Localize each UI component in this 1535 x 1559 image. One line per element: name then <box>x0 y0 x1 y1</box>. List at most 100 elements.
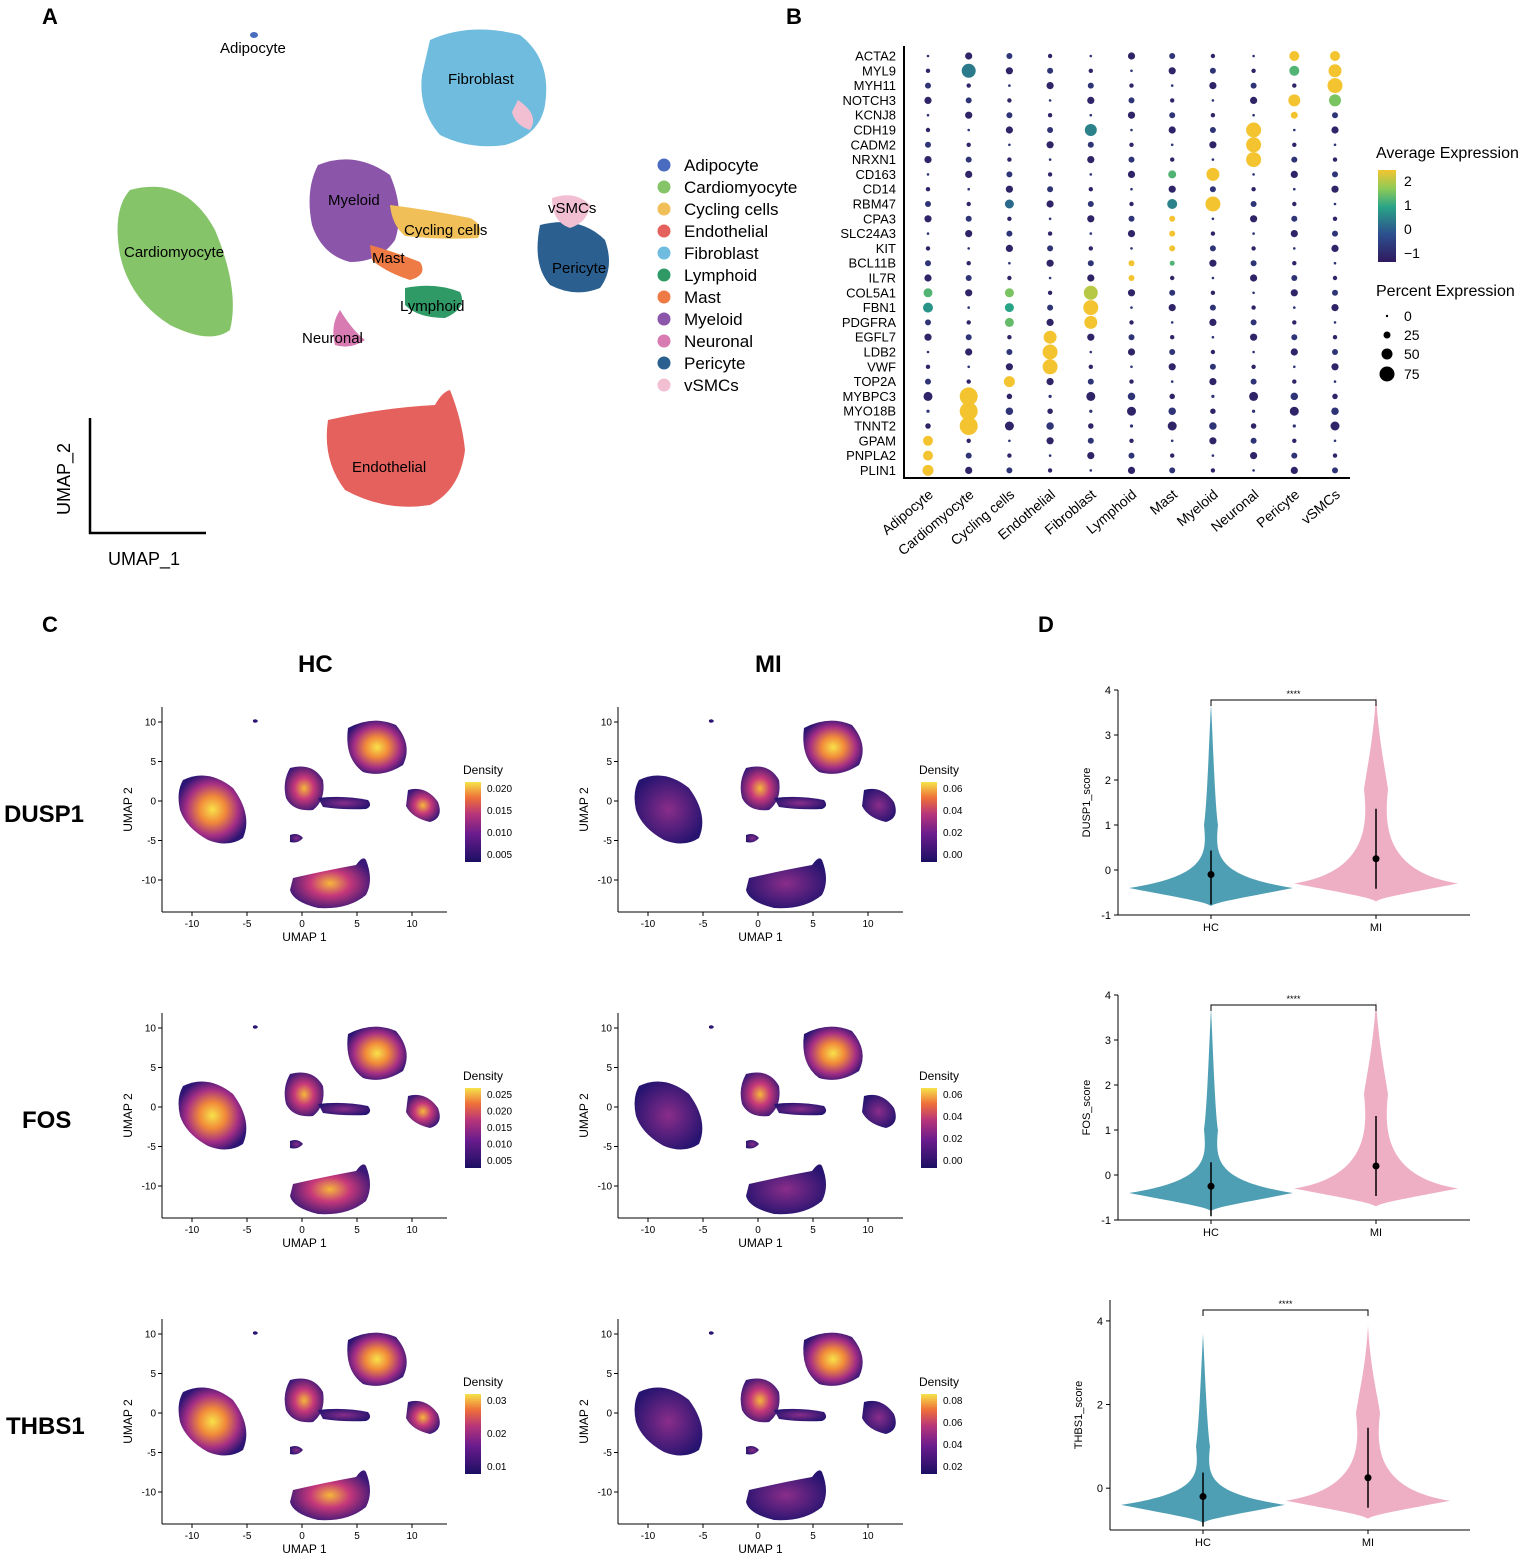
dot-21-10 <box>1331 363 1339 371</box>
density-ytick-label: 10 <box>601 718 613 729</box>
density-cluster-neuro <box>290 1140 303 1149</box>
density-ylabel: UMAP 2 <box>577 1399 591 1444</box>
dot-15-4 <box>1087 274 1095 282</box>
dot-1-9 <box>1289 65 1300 76</box>
density-cluster-cycling <box>318 1102 371 1116</box>
dot-2-10 <box>1327 78 1343 94</box>
dot-24-7 <box>1210 408 1216 414</box>
density-legend-tick: 0.08 <box>943 1396 963 1407</box>
dot-12-2 <box>1006 230 1013 237</box>
dot-24-0 <box>926 409 930 413</box>
density-ytick-label: -10 <box>142 876 157 887</box>
density-ylabel: UMAP 2 <box>121 1093 135 1138</box>
violin-hc <box>1129 703 1293 906</box>
dot-17-10 <box>1331 304 1339 312</box>
density-cluster-adipo <box>709 719 714 723</box>
density-xtick-label: -5 <box>243 1531 252 1542</box>
pct-tick-0: 0 <box>1404 308 1412 324</box>
dot-9-6 <box>1168 185 1176 193</box>
legend-swatch-6 <box>657 290 671 304</box>
dot-11-3 <box>1048 217 1052 221</box>
dot-14-10 <box>1333 261 1337 265</box>
density-cluster-cycling <box>318 796 371 810</box>
significance-label: **** <box>1286 994 1301 1004</box>
dot-9-2 <box>1005 185 1014 193</box>
dot-4-6 <box>1169 112 1176 119</box>
dot-19-3 <box>1043 330 1057 344</box>
dot-0-4 <box>1089 54 1093 58</box>
density-ytick-label: -10 <box>142 1488 157 1499</box>
density-legend-tick: 0.010 <box>487 1140 512 1151</box>
dot-25-8 <box>1250 423 1257 429</box>
dot-9-5 <box>1130 187 1133 191</box>
dot-28-3 <box>1047 468 1053 473</box>
density-cluster-peri <box>862 1094 896 1128</box>
dot-2-4 <box>1087 82 1094 89</box>
density-legend-tick: 0.06 <box>943 784 963 795</box>
dot-5-3 <box>1047 127 1054 133</box>
density-xtick-label: -10 <box>641 1531 656 1542</box>
cluster-cycling <box>390 205 481 239</box>
dot-0-7 <box>1210 53 1216 59</box>
dot-12-0 <box>926 232 930 235</box>
density-cluster-cycling <box>774 1102 827 1116</box>
dot-7-0 <box>924 156 932 164</box>
density-ytick-label: 0 <box>150 797 156 808</box>
density-legend-title: Density <box>919 1069 959 1083</box>
dot-13-4 <box>1088 246 1094 251</box>
dot-27-3 <box>1048 454 1052 457</box>
dot-17-5 <box>1130 306 1133 309</box>
legend-label-9: Pericyte <box>684 354 745 373</box>
dot-20-10 <box>1332 349 1338 355</box>
density-colorbar <box>921 1394 937 1474</box>
density-legend-tick: 0.020 <box>487 784 512 795</box>
label-myeloid: Myeloid <box>328 192 380 209</box>
density-panel-thbs1-hc: -10 -5 0 5 10 10 5 0 -5 -10 UMAP 1 UMAP 2 Density 0.0… <box>121 1319 507 1556</box>
avg-tick-0: 0 <box>1404 221 1412 237</box>
dot-5-4 <box>1084 124 1097 136</box>
dot-23-8 <box>1249 391 1259 401</box>
dot-17-1 <box>967 306 970 309</box>
dot-20-3 <box>1042 344 1058 360</box>
violin-ytick-label: 4 <box>1105 685 1111 697</box>
dot-20-6 <box>1169 349 1176 355</box>
dot-7-5 <box>1128 156 1135 163</box>
dot-12-10 <box>1332 230 1338 237</box>
density-xtick-label: -10 <box>185 919 200 930</box>
dot-2-2 <box>1008 84 1011 87</box>
gene-label-3: NOTCH3 <box>843 93 896 108</box>
dot-13-6 <box>1169 245 1176 252</box>
density-ytick-label: 0 <box>606 797 612 808</box>
dot-6-0 <box>925 141 931 148</box>
dot-10-4 <box>1087 201 1094 207</box>
dot-21-6 <box>1168 363 1176 371</box>
dot-0-8 <box>1252 54 1255 58</box>
gene-label-7: NRXN1 <box>852 152 896 167</box>
density-cluster-fibro <box>347 720 407 774</box>
density-legend-tick: 0.02 <box>943 1462 963 1473</box>
dot-13-0 <box>925 246 931 251</box>
density-cluster-fibro <box>347 1332 407 1386</box>
legend-label-6: Mast <box>684 288 721 307</box>
dot-25-7 <box>1209 422 1217 430</box>
avg-expression-title: Average Expression <box>1376 145 1519 162</box>
density-legend-tick: 0.010 <box>487 828 512 839</box>
dot-15-10 <box>1332 275 1338 281</box>
dot-12-1 <box>965 230 973 238</box>
density-xtick-label: 10 <box>862 1531 874 1542</box>
density-xtick-label: 10 <box>406 919 418 930</box>
dot-8-7 <box>1206 167 1220 181</box>
density-ytick-label: -10 <box>598 876 613 887</box>
density-xtick-label: 10 <box>406 1225 418 1236</box>
dot-20-9 <box>1290 348 1298 356</box>
density-panel-thbs1-mi: -10 -5 0 5 10 10 5 0 -5 -10 UMAP 1 UMAP 2 Density 0.0… <box>577 1319 963 1556</box>
dot-0-6 <box>1169 53 1176 59</box>
dot-20-2 <box>1006 349 1013 355</box>
density-ytick-label: -5 <box>147 836 156 847</box>
dot-9-9 <box>1293 187 1296 191</box>
dot-5-7 <box>1209 127 1216 133</box>
cluster-lymphoid <box>405 285 463 318</box>
dot-17-4 <box>1083 300 1099 316</box>
violin-ytick-label: 1 <box>1105 820 1111 832</box>
density-cluster-fibro <box>803 1332 863 1386</box>
